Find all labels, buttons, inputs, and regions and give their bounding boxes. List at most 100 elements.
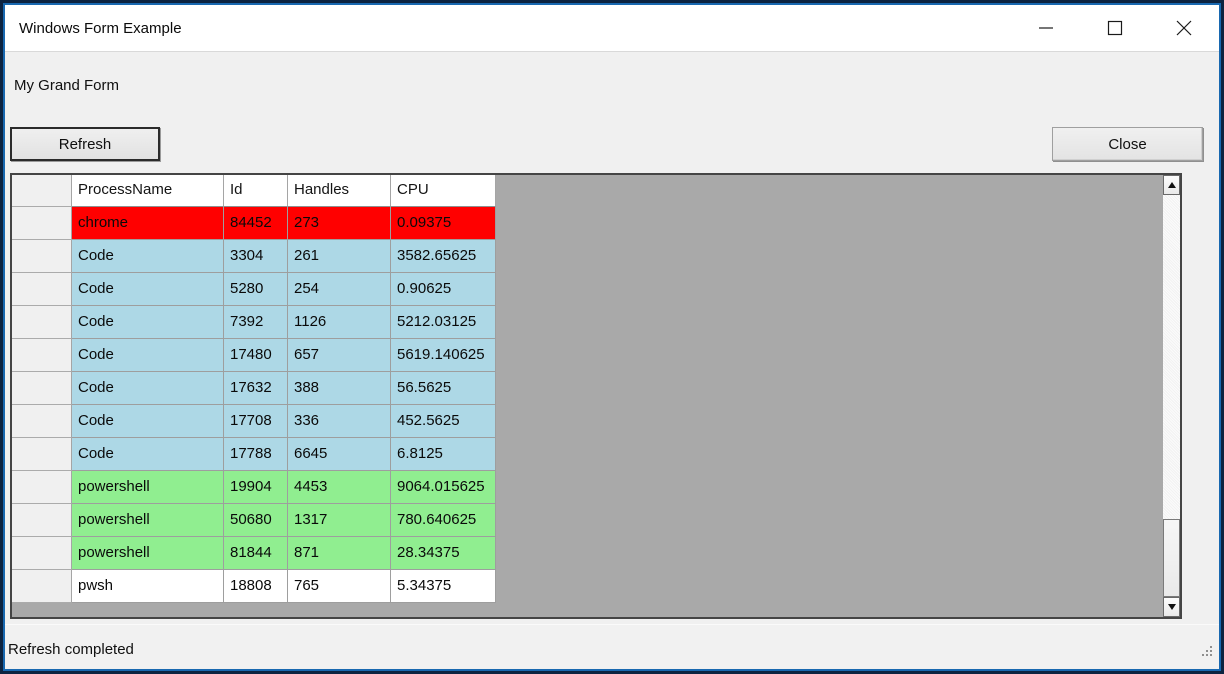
grid-cell[interactable]: 336 — [288, 405, 391, 438]
scroll-up-icon — [1167, 182, 1176, 188]
scroll-down-icon — [1167, 604, 1176, 610]
table-row[interactable]: Code 17708 336 452.5625 — [12, 405, 496, 438]
grid-cell[interactable]: 452.5625 — [391, 405, 496, 438]
grid-cell[interactable]: 0.90625 — [391, 273, 496, 306]
grid-cell[interactable]: 780.640625 — [391, 504, 496, 537]
row-header-cell[interactable] — [12, 273, 72, 306]
grid-cell[interactable]: 273 — [288, 207, 391, 240]
grid-cell[interactable]: 17708 — [224, 405, 288, 438]
column-header-handles[interactable]: Handles — [288, 175, 391, 207]
scroll-up-button[interactable] — [1163, 175, 1180, 195]
grid-cell[interactable]: 1126 — [288, 306, 391, 339]
column-header-processname[interactable]: ProcessName — [72, 175, 224, 207]
grid-cell[interactable]: Code — [72, 438, 224, 471]
maximize-button[interactable] — [1107, 20, 1123, 36]
grid-cell[interactable]: 17480 — [224, 339, 288, 372]
grid-table: ProcessName Id Handles CPU chrome 84452 27… — [12, 175, 496, 603]
form-client-area: My Grand Form Refresh Close ProcessName … — [5, 52, 1219, 668]
grid-cell[interactable]: powershell — [72, 471, 224, 504]
process-datagrid[interactable]: ProcessName Id Handles CPU chrome 84452 27… — [10, 173, 1182, 619]
grid-cell[interactable]: 6.8125 — [391, 438, 496, 471]
table-row[interactable]: powershell 19904 4453 9064.015625 — [12, 471, 496, 504]
grid-cell[interactable]: pwsh — [72, 570, 224, 603]
row-header-cell[interactable] — [12, 438, 72, 471]
table-row[interactable]: powershell 50680 1317 780.640625 — [12, 504, 496, 537]
grid-cell[interactable]: 81844 — [224, 537, 288, 570]
grid-cell[interactable]: Code — [72, 273, 224, 306]
table-row[interactable]: powershell 81844 871 28.34375 — [12, 537, 496, 570]
title-bar[interactable]: Windows Form Example — [5, 5, 1219, 52]
grid-cell[interactable]: 765 — [288, 570, 391, 603]
grid-cell[interactable]: 254 — [288, 273, 391, 306]
grid-cell[interactable]: 5280 — [224, 273, 288, 306]
close-button[interactable]: Close — [1052, 127, 1203, 161]
grid-cell[interactable]: 9064.015625 — [391, 471, 496, 504]
grid-cell[interactable]: 28.34375 — [391, 537, 496, 570]
row-header-cell[interactable] — [12, 306, 72, 339]
refresh-button[interactable]: Refresh — [10, 127, 160, 161]
table-row[interactable]: Code 17788 6645 6.8125 — [12, 438, 496, 471]
row-header-cell[interactable] — [12, 240, 72, 273]
grid-cell[interactable]: Code — [72, 405, 224, 438]
grid-cell[interactable]: powershell — [72, 504, 224, 537]
row-header-cell[interactable] — [12, 372, 72, 405]
column-header-id[interactable]: Id — [224, 175, 288, 207]
table-row[interactable]: Code 17632 388 56.5625 — [12, 372, 496, 405]
scroll-down-button[interactable] — [1163, 597, 1180, 617]
grid-cell[interactable]: 3304 — [224, 240, 288, 273]
grid-cell[interactable]: Code — [72, 339, 224, 372]
form-heading-label: My Grand Form — [14, 77, 120, 94]
grid-corner-header[interactable] — [12, 175, 72, 207]
table-row[interactable]: pwsh 18808 765 5.34375 — [12, 570, 496, 603]
column-header-cpu[interactable]: CPU — [391, 175, 496, 207]
grid-cell[interactable]: 6645 — [288, 438, 391, 471]
scrollbar-track[interactable] — [1163, 195, 1180, 597]
grid-cell[interactable]: 84452 — [224, 207, 288, 240]
status-label: Refresh completed — [8, 641, 134, 658]
minimize-icon — [1038, 20, 1054, 36]
row-header-cell[interactable] — [12, 504, 72, 537]
row-header-cell[interactable] — [12, 570, 72, 603]
row-header-cell[interactable] — [12, 405, 72, 438]
grid-cell[interactable]: Code — [72, 240, 224, 273]
close-icon — [1176, 20, 1192, 36]
grid-cell[interactable]: 17788 — [224, 438, 288, 471]
table-row[interactable]: Code 17480 657 5619.140625 — [12, 339, 496, 372]
resize-grip-icon[interactable] — [1200, 644, 1214, 663]
close-window-button[interactable] — [1176, 20, 1192, 36]
scrollbar-thumb[interactable] — [1163, 519, 1180, 597]
table-row[interactable]: Code 5280 254 0.90625 — [12, 273, 496, 306]
grid-cell[interactable]: 18808 — [224, 570, 288, 603]
grid-cell[interactable]: 4453 — [288, 471, 391, 504]
grid-cell[interactable]: 5.34375 — [391, 570, 496, 603]
grid-cell[interactable]: 261 — [288, 240, 391, 273]
table-row[interactable]: Code 3304 261 3582.65625 — [12, 240, 496, 273]
vertical-scrollbar[interactable] — [1163, 175, 1180, 617]
grid-cell[interactable]: 17632 — [224, 372, 288, 405]
grid-cell[interactable]: 7392 — [224, 306, 288, 339]
grid-cell[interactable]: 388 — [288, 372, 391, 405]
grid-cell[interactable]: Code — [72, 372, 224, 405]
grid-cell[interactable]: 1317 — [288, 504, 391, 537]
grid-cell[interactable]: 871 — [288, 537, 391, 570]
grid-cell[interactable]: 56.5625 — [391, 372, 496, 405]
grid-cell[interactable]: 5619.140625 — [391, 339, 496, 372]
row-header-cell[interactable] — [12, 207, 72, 240]
table-row[interactable]: chrome 84452 273 0.09375 — [12, 207, 496, 240]
row-header-cell[interactable] — [12, 339, 72, 372]
grid-cell[interactable]: 50680 — [224, 504, 288, 537]
grid-cell[interactable]: 3582.65625 — [391, 240, 496, 273]
grid-cell[interactable]: powershell — [72, 537, 224, 570]
grid-cell[interactable]: 19904 — [224, 471, 288, 504]
grid-cell[interactable]: Code — [72, 306, 224, 339]
grid-cell[interactable]: 657 — [288, 339, 391, 372]
row-header-cell[interactable] — [12, 537, 72, 570]
minimize-button[interactable] — [1038, 20, 1054, 36]
grid-rows-container: chrome 84452 273 0.09375 Code 3304 261 3582.656… — [12, 207, 496, 603]
grid-cell[interactable]: chrome — [72, 207, 224, 240]
grid-cell[interactable]: 0.09375 — [391, 207, 496, 240]
row-header-cell[interactable] — [12, 471, 72, 504]
table-row[interactable]: Code 7392 1126 5212.03125 — [12, 306, 496, 339]
grid-cell[interactable]: 5212.03125 — [391, 306, 496, 339]
